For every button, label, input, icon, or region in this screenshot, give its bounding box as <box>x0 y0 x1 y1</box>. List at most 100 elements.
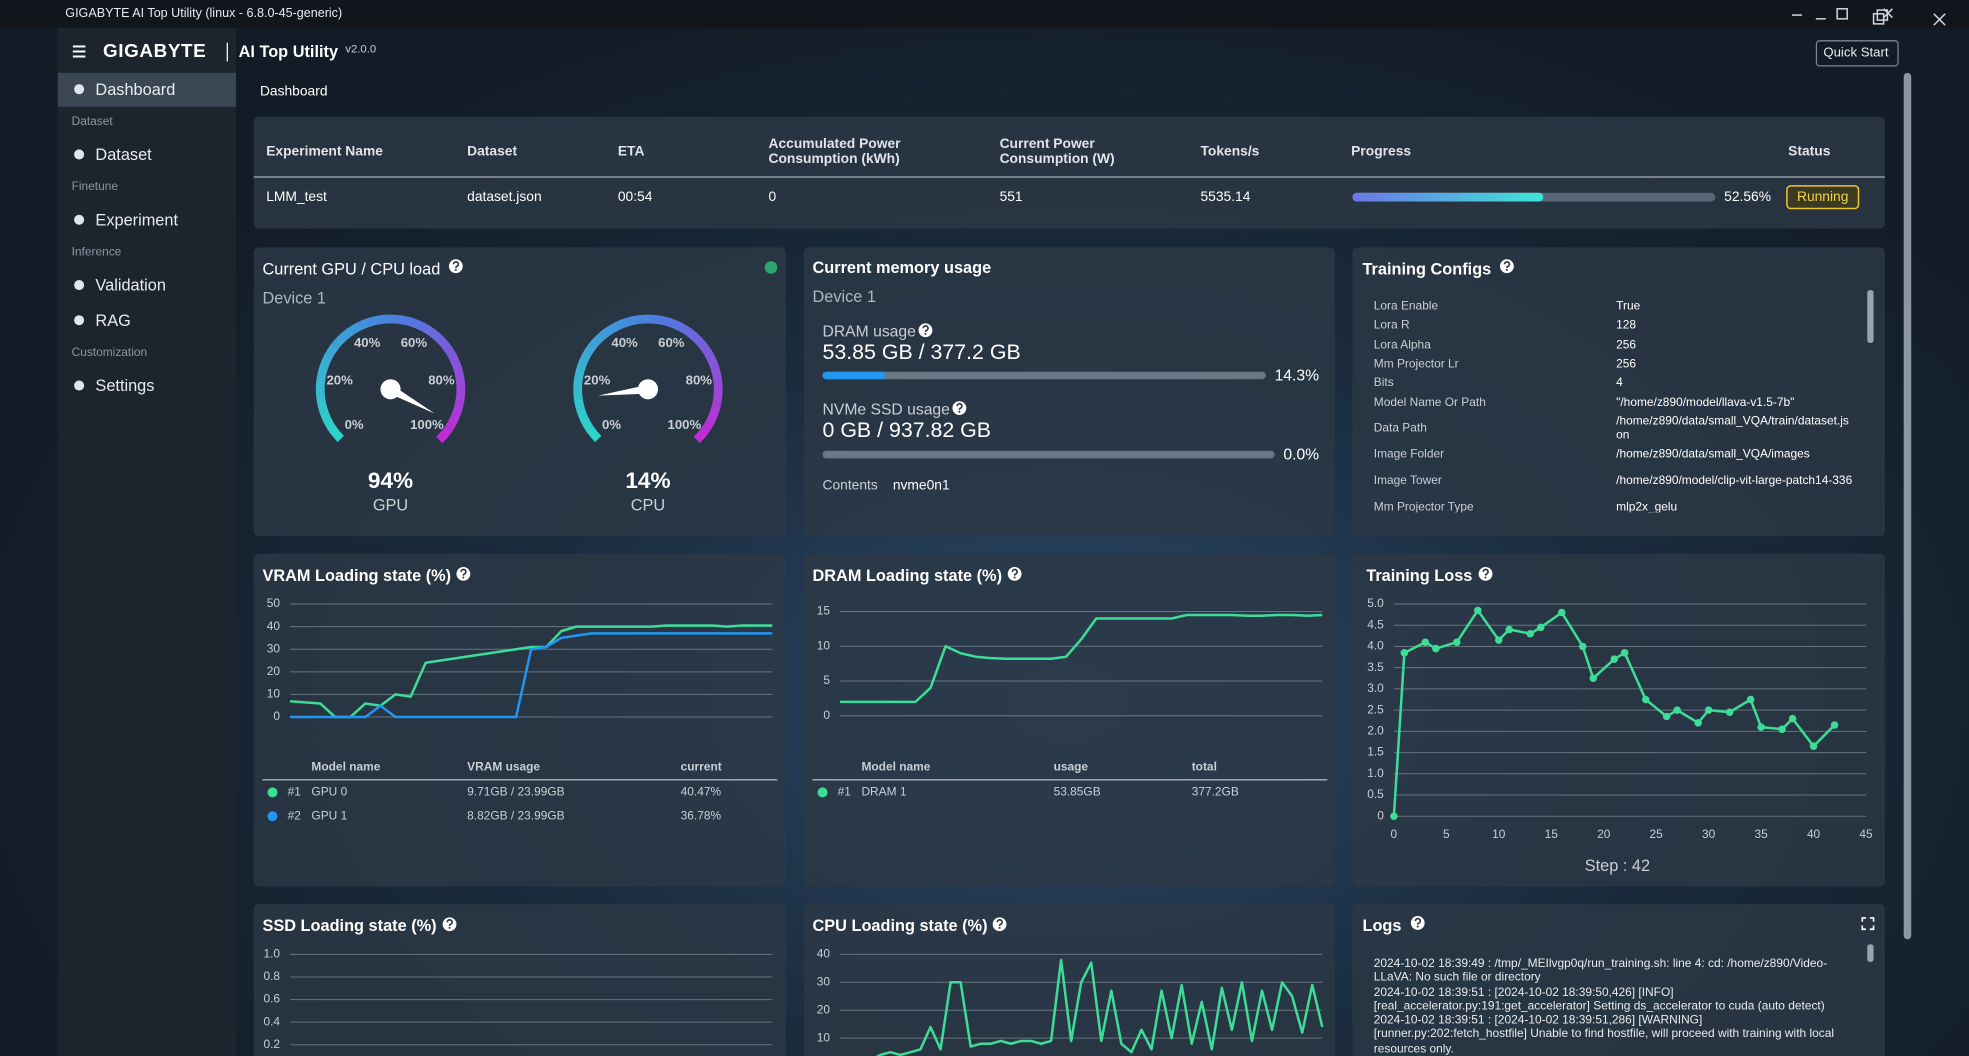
gauge-tick-label: 60% <box>401 335 428 350</box>
gauge-arc <box>595 328 611 343</box>
point <box>1662 712 1671 721</box>
legend-swatch <box>267 787 278 798</box>
x-tick-label: 40 <box>1807 827 1821 841</box>
window-controls[interactable] <box>1791 8 1946 26</box>
help-icon[interactable] <box>442 917 457 932</box>
help-icon[interactable] <box>1478 566 1493 581</box>
y-tick-label: 0 <box>273 709 280 723</box>
device-label: Device 1 <box>262 288 326 308</box>
point <box>1495 636 1503 644</box>
legend-cell: 9.71GB / 23.99GB <box>467 785 565 800</box>
gauge-arc <box>713 377 723 391</box>
panel-title: Current memory usage <box>812 258 992 277</box>
nav-icon <box>74 280 85 291</box>
device-label: Device 1 <box>812 286 876 306</box>
config-key: Lora Alpha <box>1373 338 1431 353</box>
gauge-arc <box>329 426 344 443</box>
point <box>1620 649 1629 657</box>
help-dot <box>958 410 961 413</box>
table-cell: 0 <box>768 189 777 205</box>
config-key: Bits <box>1373 376 1394 390</box>
y-tick-label: 10 <box>817 638 831 652</box>
config-list: Lora Enable True Lora R 128 Lora Alpha 256 Mm … <box>1362 291 1864 512</box>
gauge-arc <box>443 345 458 361</box>
panel-title: Logs <box>1362 916 1402 935</box>
breadcrumb: Dashboard <box>259 84 328 100</box>
help-glyph <box>452 260 460 269</box>
vram-panel <box>253 553 787 887</box>
x-tick-label: 20 <box>1597 827 1611 841</box>
chart-title: SSD Loading state (%) <box>262 916 437 935</box>
help-icon[interactable] <box>1007 566 1022 581</box>
nav-active[interactable] <box>57 72 237 107</box>
legend-rank: #1 <box>837 785 851 800</box>
progress-fill <box>1352 192 1544 202</box>
gauge-arc <box>390 314 404 325</box>
config-key: Model Name Or Path <box>1373 396 1486 410</box>
config-scrollbar[interactable] <box>1867 290 1874 343</box>
table-header: Tokens/s <box>1200 144 1260 160</box>
expand-icon[interactable] <box>1861 917 1875 931</box>
side-bar <box>57 27 237 1056</box>
table-cell: LMM_test <box>266 189 327 205</box>
chart-title: CPU Loading state (%) <box>812 916 988 935</box>
y-tick-label: 40 <box>267 619 281 633</box>
quick-start-button[interactable] <box>1815 40 1899 67</box>
point <box>1610 655 1618 663</box>
gauge-arc <box>706 409 720 425</box>
scrollbar[interactable] <box>1903 72 1912 940</box>
gauge-arc <box>316 398 328 413</box>
nav-item[interactable]: Settings <box>95 376 155 395</box>
y-tick-label: 0.6 <box>263 992 280 1006</box>
gauge-tick-label: 80% <box>686 373 713 388</box>
help-icon[interactable] <box>1499 259 1514 274</box>
y-tick-label: 30 <box>267 641 281 655</box>
help-icon[interactable] <box>992 917 1007 932</box>
logs-panel <box>1352 904 1885 1056</box>
gauge-arc <box>436 427 451 444</box>
x-tick-label: 25 <box>1650 827 1664 841</box>
help-glyph <box>1503 260 1511 269</box>
y-tick-label: 20 <box>817 1002 831 1016</box>
help-icon[interactable] <box>1410 916 1425 930</box>
gauge-arc <box>378 314 392 325</box>
progress-label: 52.56% <box>1724 189 1771 205</box>
window-title: GIGABYTE AI Top Utility (linux - 6.8.0-4… <box>65 6 343 21</box>
logs-scrollbar[interactable] <box>1867 944 1874 962</box>
gauge-arc <box>576 354 590 369</box>
help-icon[interactable] <box>918 323 933 338</box>
point <box>1788 714 1797 723</box>
series-line <box>840 613 1323 704</box>
nav-item[interactable]: RAG <box>95 310 131 330</box>
help-icon[interactable] <box>448 259 463 274</box>
help-icon[interactable] <box>456 566 471 581</box>
y-tick-label: 20 <box>267 664 281 678</box>
point <box>1557 608 1566 617</box>
chart-title: Training Loss <box>1366 565 1473 585</box>
legend-swatch <box>817 787 828 798</box>
help-dot <box>924 332 927 335</box>
point <box>1578 642 1587 651</box>
config-key: Lora Enable <box>1373 299 1439 314</box>
chart-title: DRAM Loading state (%) <box>812 565 1003 585</box>
gauge-tick-label: 100% <box>668 417 702 432</box>
nav-item[interactable]: Validation <box>95 275 166 295</box>
help-icon[interactable] <box>952 401 967 416</box>
config-value: mlp2x_gelu <box>1616 500 1678 513</box>
menu-icon[interactable] <box>72 45 86 58</box>
legend-name: GPU 0 <box>311 785 348 800</box>
nav-item[interactable]: Dashboard <box>95 79 176 99</box>
log-line: 2024-10-02 18:39:51 : [2024-10-02 18:39:… <box>1373 985 1825 1014</box>
gauge-arc <box>710 399 722 414</box>
x-tick-label: 35 <box>1754 827 1768 841</box>
quick-start-label[interactable]: Quick Start <box>1823 45 1889 61</box>
contents-label: Contents <box>822 478 878 494</box>
legend-cell: 377.2GB <box>1191 785 1239 800</box>
load-panel <box>253 247 787 537</box>
config-value: /home/z890/model/clip-vit-large-patch14-… <box>1616 474 1853 488</box>
nav-icon <box>74 214 85 225</box>
nav-item[interactable]: Dataset <box>95 145 152 164</box>
legend-header: VRAM usage <box>467 760 541 775</box>
nav-item[interactable]: Experiment <box>95 210 179 230</box>
